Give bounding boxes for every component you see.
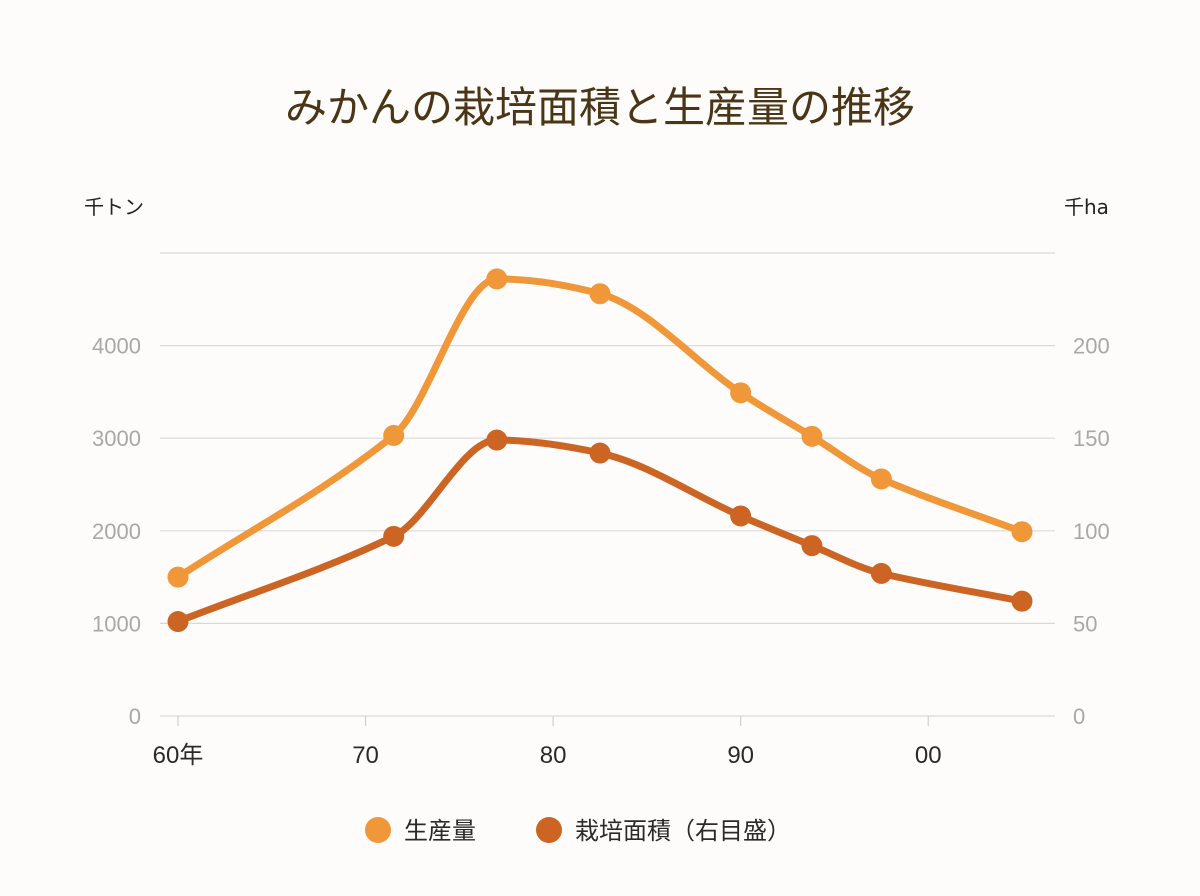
data-point: [801, 425, 823, 447]
legend: 生産量 栽培面積（右目盛）: [365, 817, 791, 845]
x-tick-label: 70: [352, 742, 379, 769]
right-y-axis: 0 50 100 150 200: [1073, 334, 1110, 729]
data-point: [486, 429, 508, 451]
right-y-tick-label: 200: [1073, 334, 1110, 359]
data-point: [730, 382, 752, 404]
legend-label: 生産量: [404, 817, 476, 845]
data-point: [167, 566, 189, 588]
x-tick-label: 00: [915, 742, 942, 769]
data-point: [486, 268, 508, 290]
left-y-tick-label: 2000: [92, 519, 141, 544]
data-point: [1011, 521, 1033, 543]
gridlines: [160, 252, 1055, 717]
legend-label: 栽培面積（右目盛）: [575, 817, 791, 845]
legend-marker: [536, 817, 562, 843]
data-point: [730, 505, 752, 527]
x-tick-label: 60年: [153, 742, 204, 769]
right-y-tick-label: 50: [1073, 611, 1097, 636]
left-axis-unit: 千トン: [84, 195, 144, 219]
left-y-axis: 0 1000 2000 3000 4000: [92, 334, 141, 729]
data-point: [870, 562, 892, 584]
left-y-tick-label: 0: [129, 704, 141, 729]
data-point: [1011, 590, 1033, 612]
right-y-tick-label: 100: [1073, 519, 1110, 544]
right-y-tick-label: 0: [1073, 704, 1085, 729]
right-axis-unit: 千ha: [1064, 195, 1109, 219]
data-point: [801, 535, 823, 557]
data-point: [383, 424, 405, 446]
data-point: [167, 611, 189, 633]
data-point: [589, 442, 611, 464]
left-y-tick-label: 1000: [92, 611, 141, 636]
series-lines: [167, 268, 1033, 633]
x-axis: 60年 70 80 90 00: [153, 716, 942, 769]
right-y-tick-label: 150: [1073, 426, 1110, 451]
legend-marker: [365, 817, 391, 843]
x-tick-label: 80: [540, 742, 567, 769]
left-y-tick-label: 4000: [92, 334, 141, 359]
chart-title: みかんの栽培面積と生産量の推移: [285, 83, 915, 132]
x-tick-label: 90: [727, 742, 754, 769]
data-point: [589, 283, 611, 305]
data-point: [870, 468, 892, 490]
data-point: [383, 525, 405, 547]
left-y-tick-label: 3000: [92, 426, 141, 451]
series-line-0: [174, 275, 1026, 581]
